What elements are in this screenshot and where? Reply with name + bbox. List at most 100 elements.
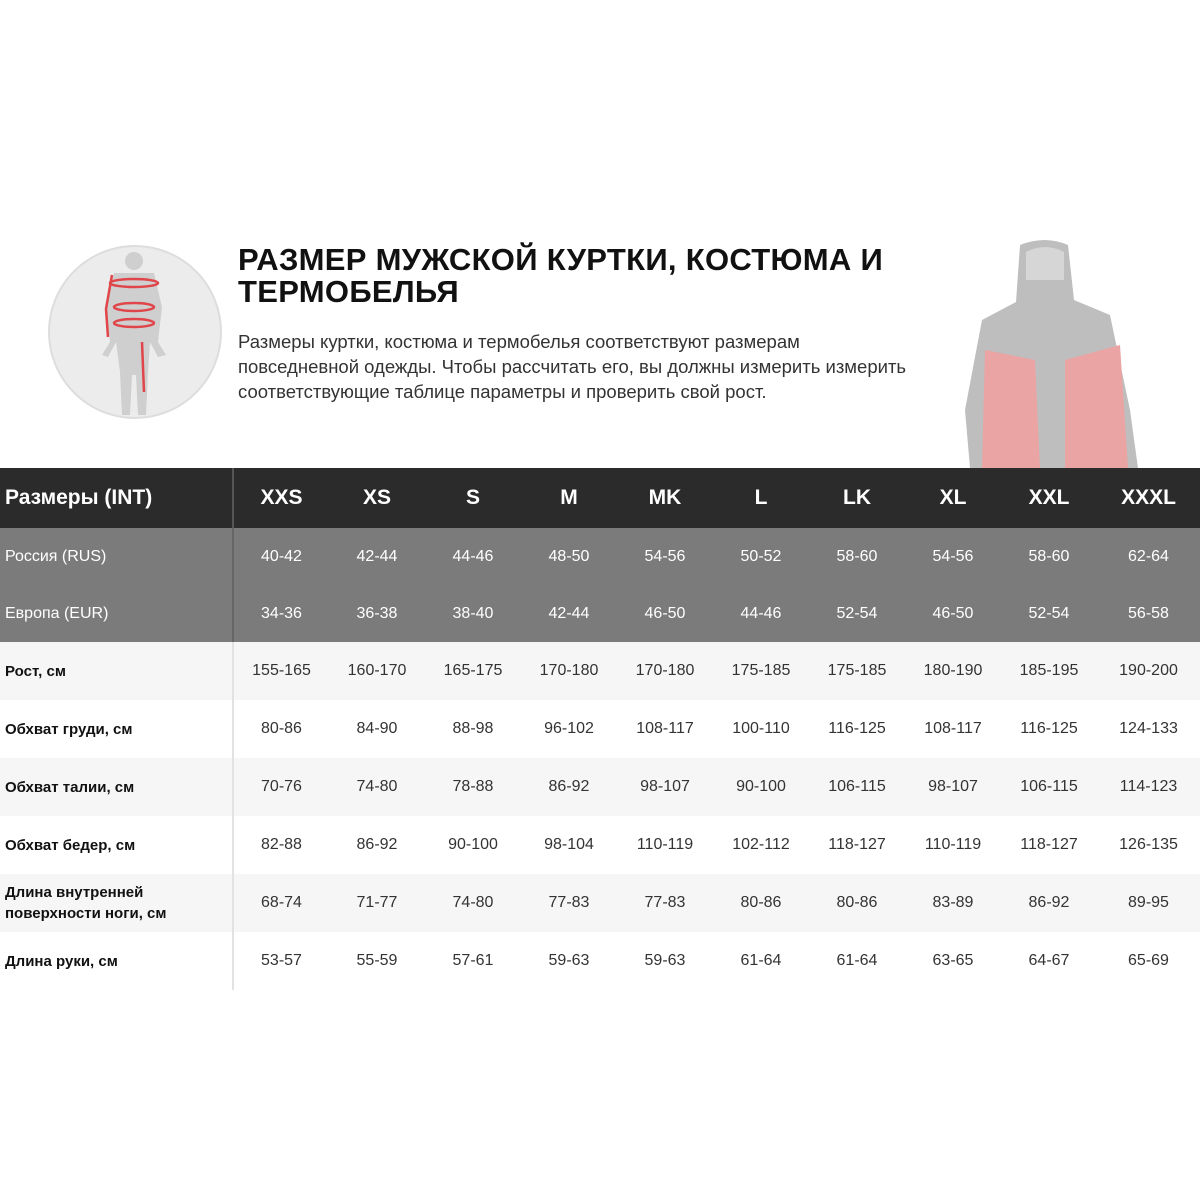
table-cell: 116-125: [809, 700, 905, 758]
table-cell: 90-100: [713, 758, 809, 816]
table-cell: 80-86: [713, 874, 809, 932]
size-table: Размеры (INT) XXS XS S M MK L LK XL XXL XXXL Росси…: [0, 468, 1200, 990]
table-cell: 52-54: [1001, 585, 1097, 642]
table-cell: 48-50: [521, 528, 617, 585]
table-cell: 170-180: [617, 642, 713, 700]
table-cell: 118-127: [809, 816, 905, 874]
table-row: Длина внутренней поверхности ноги, см 68-…: [0, 874, 1200, 932]
table-cell: 53-57: [233, 932, 329, 990]
table-cell: 110-119: [617, 816, 713, 874]
table-cell: 57-61: [425, 932, 521, 990]
table-cell: 46-50: [905, 585, 1001, 642]
table-cell: 180-190: [905, 642, 1001, 700]
table-cell: 71-77: [329, 874, 425, 932]
size-header: S: [425, 468, 521, 528]
table-row: Обхват талии, см 70-76 74-80 78-88 86-92 98-1…: [0, 758, 1200, 816]
table-cell: 64-67: [1001, 932, 1097, 990]
row-label: Европа (EUR): [0, 585, 234, 642]
size-header: XS: [329, 468, 425, 528]
table-cell: 96-102: [521, 700, 617, 758]
table-row: Рост, см 155-165 160-170 165-175 170-180 170-…: [0, 642, 1200, 700]
table-cell: 185-195: [1001, 642, 1097, 700]
table-cell: 86-92: [329, 816, 425, 874]
size-header: LK: [809, 468, 905, 528]
table-cell: 116-125: [1001, 700, 1097, 758]
table-cell: 62-64: [1097, 528, 1200, 585]
description: Размеры куртки, костюма и термобелья соо…: [238, 331, 907, 402]
table-cell: 54-56: [617, 528, 713, 585]
table-cell: 155-165: [233, 642, 329, 700]
size-header: XXXL: [1097, 468, 1200, 528]
table-cell: 38-40: [425, 585, 521, 642]
size-header: L: [713, 468, 809, 528]
table-cell: 50-52: [713, 528, 809, 585]
table-cell: 80-86: [233, 700, 329, 758]
table-cell: 175-185: [809, 642, 905, 700]
table-row: Обхват груди, см 80-86 84-90 88-98 96-102 108…: [0, 700, 1200, 758]
table-cell: 63-65: [905, 932, 1001, 990]
table-cell: 190-200: [1097, 642, 1200, 700]
table-cell: 54-56: [905, 528, 1001, 585]
table-cell: 61-64: [809, 932, 905, 990]
table-cell: 102-112: [713, 816, 809, 874]
row-label: Длина руки, см: [0, 932, 234, 990]
header-label: Размеры (INT): [0, 468, 234, 528]
table-cell: 124-133: [1097, 700, 1200, 758]
table-cell: 74-80: [329, 758, 425, 816]
row-label: Обхват талии, см: [0, 758, 234, 816]
table-cell: 165-175: [425, 642, 521, 700]
table-cell: 59-63: [617, 932, 713, 990]
table-cell: 86-92: [521, 758, 617, 816]
size-header: M: [521, 468, 617, 528]
row-label: Рост, см: [0, 642, 234, 700]
table-cell: 108-117: [617, 700, 713, 758]
table-cell: 90-100: [425, 816, 521, 874]
table-header-row: Размеры (INT) XXS XS S M MK L LK XL XXL XXXL: [0, 468, 1200, 528]
table-cell: 65-69: [1097, 932, 1200, 990]
table-cell: 42-44: [329, 528, 425, 585]
table-cell: 98-104: [521, 816, 617, 874]
table-cell: 58-60: [1001, 528, 1097, 585]
table-cell: 160-170: [329, 642, 425, 700]
table-cell: 74-80: [425, 874, 521, 932]
table-cell: 118-127: [1001, 816, 1097, 874]
table-cell: 55-59: [329, 932, 425, 990]
table-cell: 126-135: [1097, 816, 1200, 874]
table-cell: 44-46: [713, 585, 809, 642]
table-cell: 42-44: [521, 585, 617, 642]
table-row: Обхват бедер, см 82-88 86-92 90-100 98-104 11…: [0, 816, 1200, 874]
size-header: XL: [905, 468, 1001, 528]
table-cell: 175-185: [713, 642, 809, 700]
table-cell: 86-92: [1001, 874, 1097, 932]
table-cell: 52-54: [809, 585, 905, 642]
table-cell: 110-119: [905, 816, 1001, 874]
row-label: Обхват бедер, см: [0, 816, 234, 874]
table-cell: 59-63: [521, 932, 617, 990]
table-row: Длина руки, см 53-57 55-59 57-61 59-63 59-63 6…: [0, 932, 1200, 990]
table-cell: 82-88: [233, 816, 329, 874]
table-cell: 68-74: [233, 874, 329, 932]
table-cell: 83-89: [905, 874, 1001, 932]
row-label: Обхват груди, см: [0, 700, 234, 758]
table-cell: 44-46: [425, 528, 521, 585]
size-header: XXL: [1001, 468, 1097, 528]
jacket-image: [960, 240, 1150, 468]
table-cell: 46-50: [617, 585, 713, 642]
table-cell: 34-36: [233, 585, 329, 642]
table-cell: 170-180: [521, 642, 617, 700]
table-cell: 108-117: [905, 700, 1001, 758]
table-cell: 56-58: [1097, 585, 1200, 642]
size-header: MK: [617, 468, 713, 528]
table-row-rus: Россия (RUS) 40-42 42-44 44-46 48-50 54-56 50-…: [0, 528, 1200, 585]
table-cell: 80-86: [809, 874, 905, 932]
table-row-eur: Европа (EUR) 34-36 36-38 38-40 42-44 46-50 44-…: [0, 585, 1200, 642]
page-title: Размер мужской куртки, костюма и термобе…: [238, 242, 884, 309]
table-cell: 78-88: [425, 758, 521, 816]
table-cell: 100-110: [713, 700, 809, 758]
table-cell: 106-115: [809, 758, 905, 816]
table-cell: 61-64: [713, 932, 809, 990]
table-cell: 70-76: [233, 758, 329, 816]
table-cell: 106-115: [1001, 758, 1097, 816]
table-cell: 77-83: [617, 874, 713, 932]
table-cell: 58-60: [809, 528, 905, 585]
